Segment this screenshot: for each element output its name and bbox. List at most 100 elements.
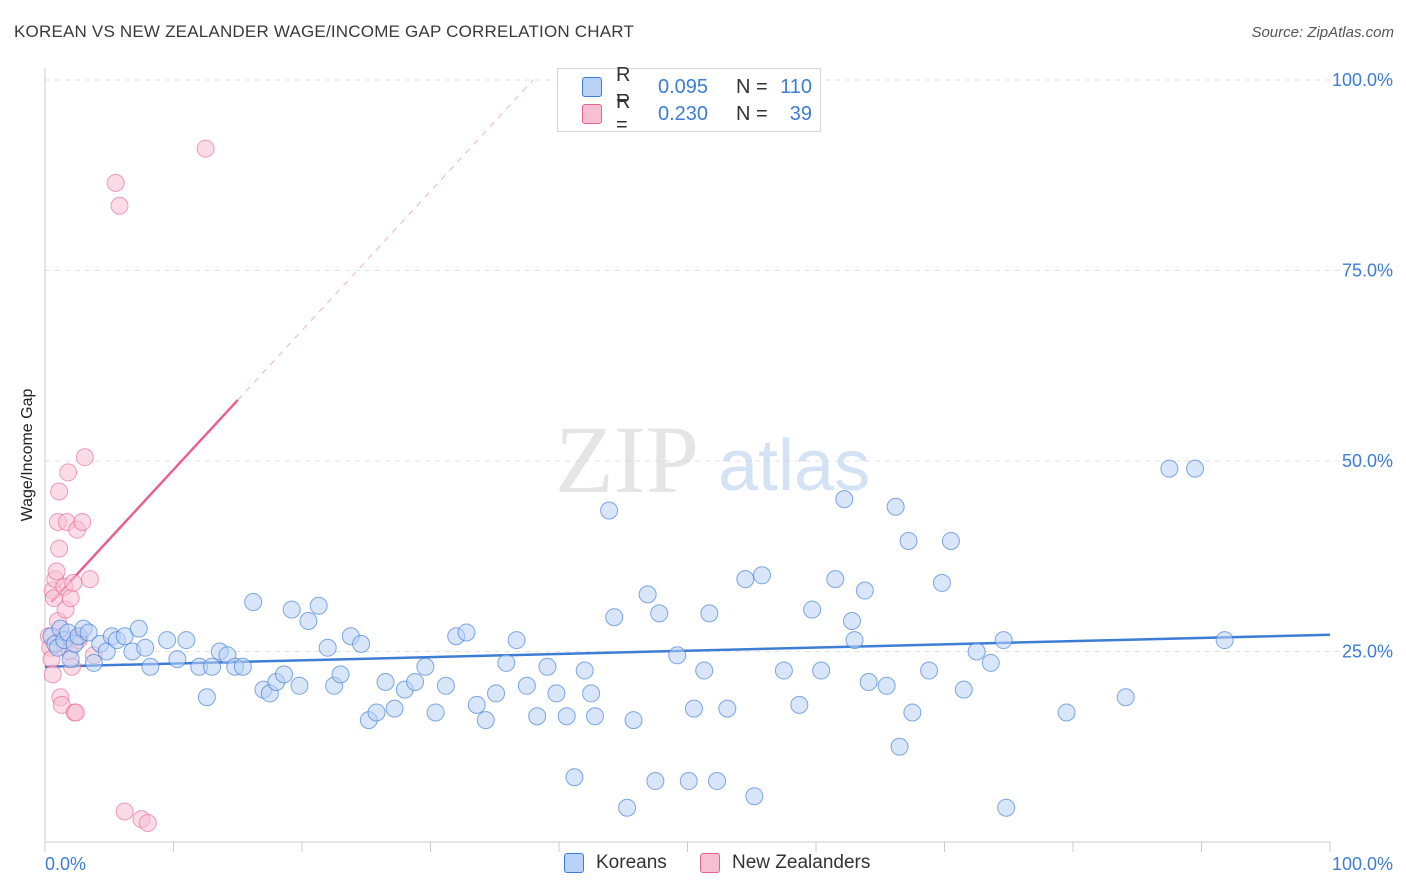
new-zealanders-point: [115, 802, 134, 821]
tick-labels: 25.0% 50.0% 75.0% 100.0% 0.0% 100.0%: [45, 70, 1393, 874]
y-axis-label: Wage/Income Gap: [19, 388, 36, 522]
koreans-point: [575, 661, 594, 680]
new-zealanders-point: [43, 665, 62, 684]
koreans-point: [941, 532, 960, 551]
koreans-point: [1057, 703, 1076, 722]
koreans-point: [203, 657, 222, 676]
koreans-point: [684, 699, 703, 718]
axes: [44, 68, 1331, 852]
y-tick-label: 50.0%: [1342, 451, 1393, 471]
koreans-point: [886, 497, 905, 516]
legend-r-value: 0.230: [658, 102, 709, 125]
koreans-point: [638, 585, 657, 604]
y-tick-label: 25.0%: [1342, 642, 1393, 662]
koreans-point: [487, 684, 506, 703]
koreans-point: [877, 676, 896, 695]
koreans-point: [507, 631, 526, 650]
koreans-point: [954, 680, 973, 699]
koreans-point: [1160, 459, 1179, 478]
koreans-point: [1215, 631, 1234, 650]
koreans-point: [812, 661, 831, 680]
source-label: Source: ZipAtlas.com: [1251, 24, 1394, 41]
koreans-point: [290, 676, 309, 695]
koreans-point: [903, 703, 922, 722]
new-zealanders-swatch: [582, 104, 602, 124]
koreans-point: [585, 707, 604, 726]
koreans-point: [244, 592, 263, 611]
new-zealanders-trend-line: [50, 399, 239, 603]
koreans-point: [650, 604, 669, 623]
koreans-point: [557, 707, 576, 726]
koreans-point: [624, 711, 643, 730]
koreans-point: [129, 619, 148, 638]
koreans-point: [406, 672, 425, 691]
koreans-label: Koreans: [596, 852, 667, 873]
new-zealanders-point: [61, 589, 80, 608]
koreans-point: [352, 634, 371, 653]
koreans-point: [309, 596, 328, 615]
y-tick-label: 75.0%: [1342, 261, 1393, 281]
new-zealanders-point: [59, 463, 78, 482]
koreans-point: [115, 627, 134, 646]
koreans-point: [920, 661, 939, 680]
bottom-legend-koreans: Koreans: [564, 852, 667, 874]
koreans-point: [528, 707, 547, 726]
legend-r-label: R =: [616, 64, 631, 109]
koreans-points: [42, 459, 1234, 817]
legend-n-label: N =: [736, 102, 768, 125]
koreans-point: [1186, 459, 1205, 478]
koreans-point: [84, 653, 103, 672]
koreans-point: [168, 650, 187, 669]
koreans-point: [774, 661, 793, 680]
new-zealanders-point: [64, 573, 83, 592]
koreans-point: [547, 684, 566, 703]
new-zealanders-trend-extension: [237, 79, 534, 401]
koreans-trend-line: [44, 633, 1331, 668]
new-zealanders-point: [75, 448, 94, 467]
koreans-point: [318, 638, 337, 657]
koreans-point: [997, 798, 1016, 817]
koreans-point: [736, 570, 755, 589]
koreans-point: [565, 768, 584, 787]
koreans-point: [845, 631, 864, 650]
koreans-point: [299, 612, 318, 631]
koreans-point: [600, 501, 619, 520]
koreans-point: [467, 695, 486, 714]
bottom-legend-new-zealanders: New Zealanders: [700, 852, 870, 874]
koreans-point: [79, 623, 98, 642]
koreans-point: [899, 532, 918, 551]
koreans-point: [859, 672, 878, 691]
koreans-point: [158, 631, 177, 650]
koreans-point: [416, 657, 435, 676]
x-tick-label: 0.0%: [45, 854, 86, 874]
koreans-point: [177, 631, 196, 650]
koreans-point: [426, 703, 445, 722]
watermark: ZIP atlas: [555, 406, 870, 513]
koreans-point: [618, 798, 637, 817]
new-zealanders-point: [138, 813, 157, 832]
koreans-swatch: [582, 77, 602, 97]
koreans-point: [967, 642, 986, 661]
new-zealanders-point: [47, 562, 66, 581]
legend: R = 0.095 N = 110 R = 0.230 N = 39: [557, 64, 821, 136]
koreans-point: [994, 631, 1013, 650]
koreans-point: [695, 661, 714, 680]
koreans-point: [197, 688, 216, 707]
koreans-point: [497, 653, 516, 672]
koreans-point: [855, 581, 874, 600]
koreans-point: [385, 699, 404, 718]
koreans-point: [753, 566, 772, 585]
koreans-point: [436, 676, 455, 695]
koreans-point: [890, 737, 909, 756]
legend-n-value: 39: [789, 102, 812, 125]
koreans-point: [61, 650, 80, 669]
koreans-point: [803, 600, 822, 619]
koreans-point: [745, 787, 764, 806]
legend-n-label: N =: [736, 75, 768, 98]
koreans-point: [376, 672, 395, 691]
legend-r-label: R =: [616, 91, 631, 136]
koreans-point: [605, 608, 624, 627]
watermark-zip: ZIP: [555, 406, 699, 513]
legend-r-value: 0.095: [658, 75, 709, 98]
